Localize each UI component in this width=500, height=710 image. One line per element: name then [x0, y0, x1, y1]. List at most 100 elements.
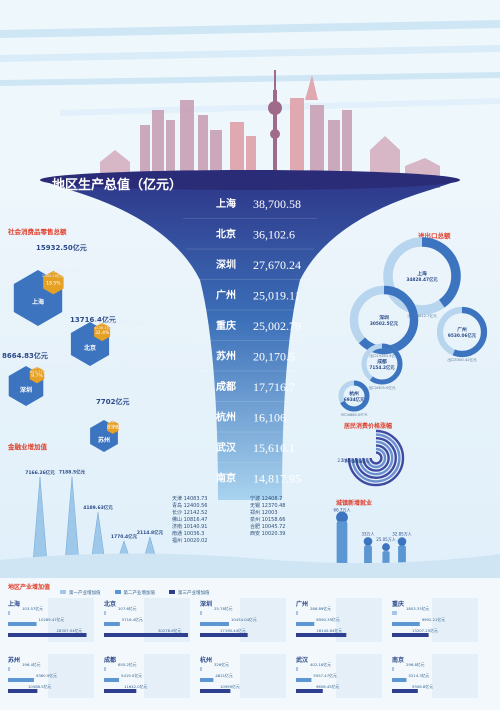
gdp-city-label: 深圳 [216, 258, 236, 271]
industry-legend: 第一产业增加值 第二产业增加值 第三产业增加值 [60, 582, 320, 596]
gdp-value-label: 36,102.6 [253, 228, 295, 242]
consumption-pct: 2.1% [345, 458, 356, 463]
industry-bar [392, 678, 407, 682]
finance-value: 4189.63亿元 [83, 504, 113, 511]
industry-value: 296.8亿元 [406, 662, 425, 667]
industry-bar [8, 622, 37, 626]
gdp-value-label: 17,716.7 [253, 380, 295, 394]
industry-bar [392, 622, 420, 626]
finance-title: 金融业增加值 [8, 443, 47, 451]
consumption-ring [369, 451, 383, 465]
industry-value: 5419.5亿元 [121, 673, 142, 678]
gdp-value-label: 16,106 [253, 411, 286, 425]
industry-value: 6590.39亿元 [316, 617, 339, 622]
consumption-ring [351, 433, 401, 483]
retail-pct: 9.7% [31, 373, 43, 379]
industry-city: 北京 [104, 600, 116, 608]
industry-bar [200, 678, 214, 682]
trade-note: 出口19263.4亿元 [369, 353, 399, 358]
gdp-city-label: 南京 [216, 472, 236, 485]
industry-bar [200, 689, 231, 693]
industry-building [432, 598, 478, 642]
industry-value: 103.57亿元 [22, 606, 43, 611]
consumption-pct: 2.5% [337, 458, 348, 463]
industry-value: 9306.8亿元 [412, 684, 433, 689]
industry-legend-item: 第一产业增加值 [60, 590, 101, 596]
industry-legend-item: 第三产业增加值 [169, 590, 210, 596]
industry-value: 17190.44亿元 [220, 628, 246, 633]
industry-value: 286.89亿元 [310, 606, 331, 611]
industry-city: 杭州 [200, 656, 212, 664]
gdp-city-label: 重庆 [216, 319, 236, 332]
trade-ring-export [436, 306, 488, 358]
industry-bar [392, 633, 429, 637]
industry-value: 9360.9亿元 [36, 673, 57, 678]
retail-value: 7702亿元 [96, 397, 129, 406]
retail-city: 苏州 [98, 436, 110, 444]
gdp-rows: 上海 38,700.58 北京 36,102.6 深圳 27,670.24 广州 25,019… [183, 197, 317, 486]
gdp-value-label: 27,670.24 [253, 258, 301, 272]
trade-value: 6934亿元 [344, 396, 365, 403]
legend-label: 第三产业增加值 [178, 590, 210, 596]
industry-value: 9656.45亿元 [316, 684, 339, 689]
finance-value: 7188.5亿元 [59, 469, 86, 476]
gdp-more-item: 福州 10020.02 [172, 538, 208, 544]
industry-city: 苏州 [8, 656, 20, 664]
industry-value: 18140.64亿元 [316, 628, 342, 633]
industry-legend-item: 第二产业增加值 [114, 590, 156, 596]
gdp-value-label: 38,700.58 [253, 197, 301, 211]
legend-swatch [114, 590, 121, 594]
trade-ring-export [383, 237, 461, 315]
industry-bar [8, 667, 10, 671]
gdp-more-item: 济南 10140.91 [172, 524, 208, 530]
industry-bar [392, 689, 418, 693]
trade-note: 出口5300.42亿元 [447, 357, 477, 362]
gdp-more-item: 青岛 12400.56 [172, 503, 208, 509]
industry-building [432, 654, 478, 698]
gdp-more-item: 佛山 10816.47 [172, 517, 208, 523]
gdp-city-label: 上海 [216, 197, 236, 210]
gdp-value-label: 20,170.5 [253, 350, 295, 364]
employment-value: 32.85万人 [392, 532, 411, 537]
consumption-pct: 2.4% [341, 458, 352, 463]
industry-building [336, 654, 382, 698]
consumption-ring [355, 437, 397, 479]
consumption-ring [358, 440, 394, 476]
finance-value: 2114.8亿元 [137, 529, 164, 536]
industry-value: 655.2亿元 [118, 662, 137, 667]
trade-city: 广州 [457, 326, 467, 333]
industry-city: 重庆 [392, 600, 404, 608]
gdp-city-label: 苏州 [216, 350, 236, 363]
consumption-pct: 1.7% [359, 459, 370, 464]
trade-value: 9530.06亿元 [448, 332, 477, 339]
employment-value: 33万人 [361, 531, 374, 536]
retail-value: 15932.50亿元 [36, 243, 87, 252]
trade-note: 出口4305.0亿元 [369, 385, 396, 390]
retail-city: 北京 [84, 344, 96, 352]
gdp-funnel [40, 170, 460, 500]
employment-head [336, 511, 348, 524]
industry-bar [296, 689, 323, 693]
industry-value: 107.6亿元 [118, 606, 137, 611]
retail-online-hexagon [43, 270, 64, 295]
industry-city: 广州 [296, 600, 308, 608]
gdp-more-item: 西安 10020.39 [250, 531, 286, 537]
industry-city: 武汉 [296, 656, 309, 664]
retail-note-value: 2945.20亿元 [42, 273, 64, 278]
gdp-more-item: 宁波 12408.7 [250, 496, 283, 502]
gdp-more-item: 无锡 12370.48 [250, 503, 286, 509]
retail-note: 限额以上单位网上零售额 [42, 268, 82, 273]
legend-label: 第一产业增加值 [69, 590, 101, 596]
legend-label: 第二产业增加值 [123, 590, 156, 596]
finance-value: 7166.26亿元 [25, 469, 55, 476]
industry-value: 10959亿元 [220, 684, 240, 689]
industry-bar [296, 633, 347, 637]
industry-value: 11642.0亿元 [124, 684, 147, 689]
gdp-more-list: 天津 14083.73 宁波 12408.7 青岛 12400.56 无锡 12370… [172, 496, 332, 545]
employment-head [363, 537, 373, 546]
employment-head [397, 537, 407, 546]
gdp-city-label: 广州 [216, 289, 236, 302]
trade-ring-export [338, 380, 370, 412]
